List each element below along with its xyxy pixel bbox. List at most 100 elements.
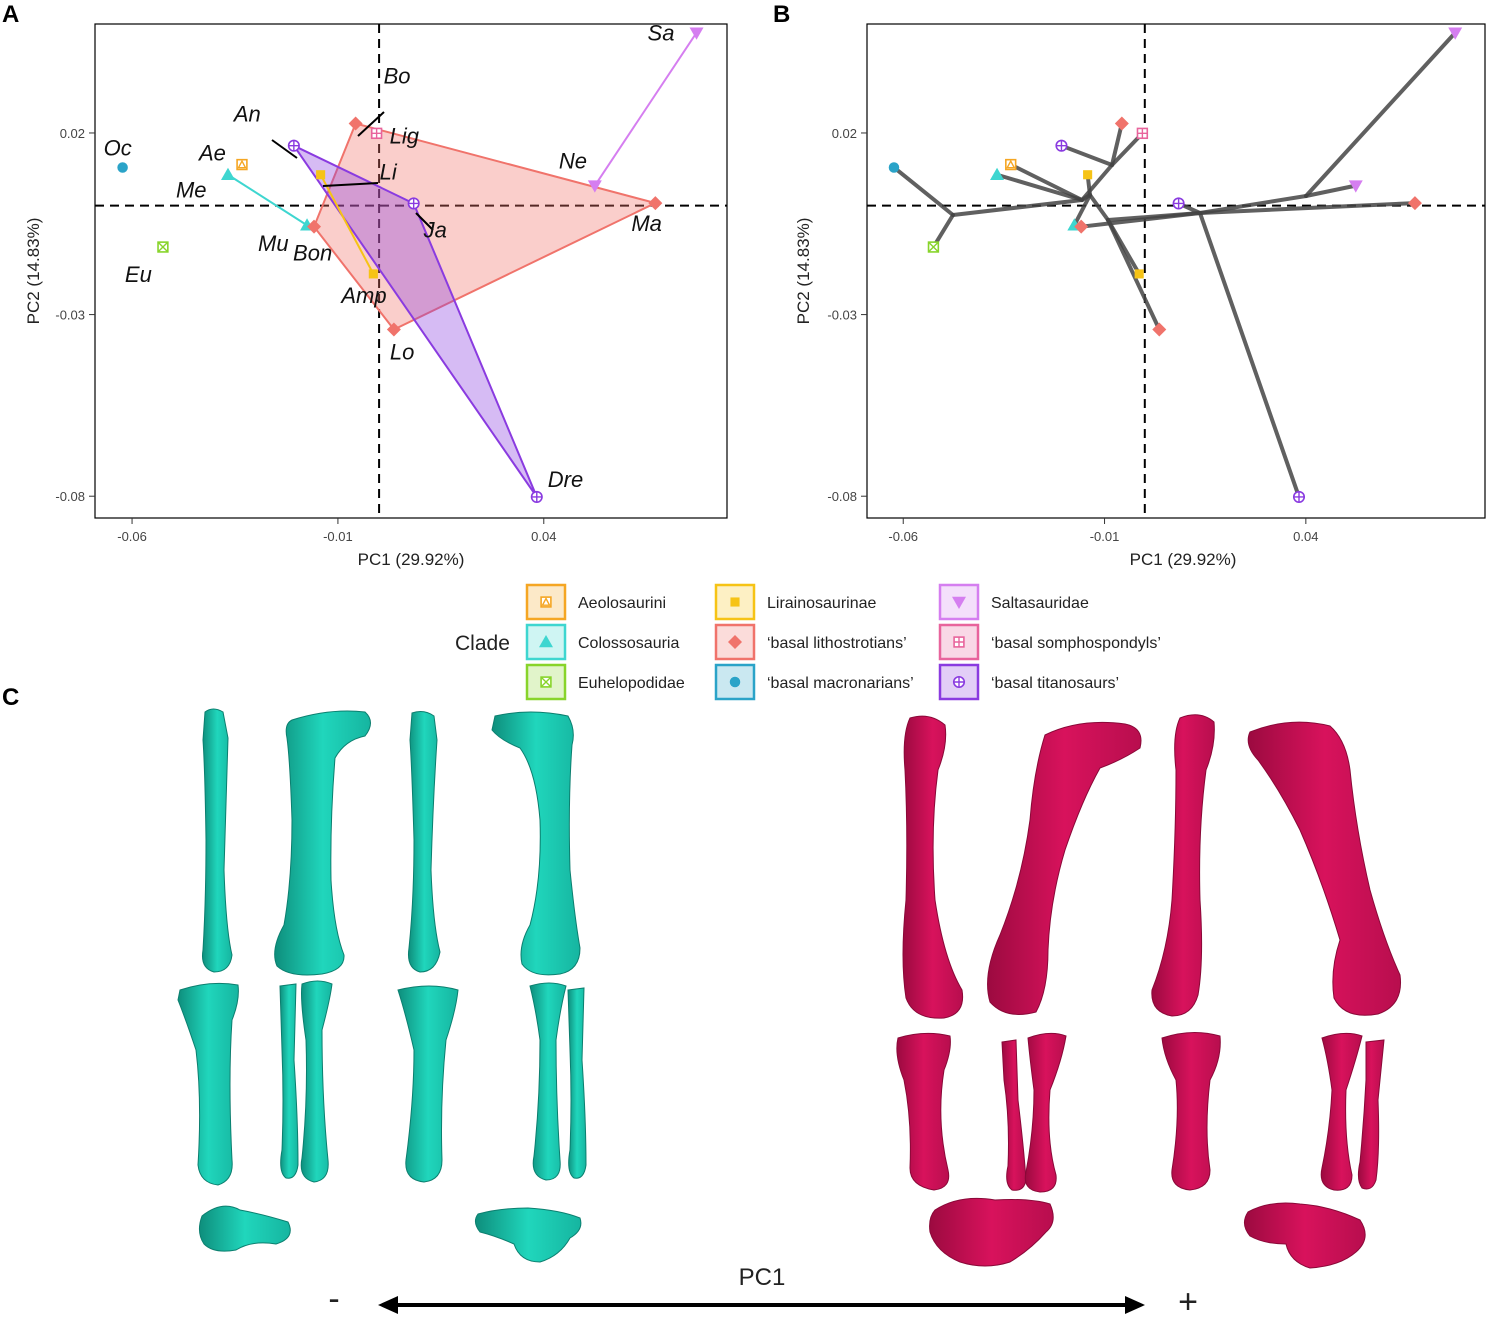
plot-frame [866,23,1486,519]
point-an [287,139,300,152]
point-basal-macronarians [888,162,900,173]
marker-plus [288,140,300,151]
y-tick-label: -0.08 [55,489,85,504]
x-tick-label: -0.01 [1090,529,1120,544]
radius-red-1 [896,1032,951,1191]
legend-label: ‘basal macronarians’ [767,675,914,692]
legend-key-box [525,583,567,621]
carpals-red-2 [1244,1202,1366,1269]
carpals-teal-1 [198,1205,291,1252]
marker-plus [1137,128,1148,139]
tree-branch [1088,193,1110,222]
point-label-me: Me [176,178,207,203]
panel-c-letter: C [2,684,19,711]
tree-branch [951,198,1084,217]
phylogenetic-tree-branches [891,30,1458,499]
arrow-head-right [1125,1296,1145,1314]
legend-key-marker [539,635,553,648]
pc1-axis-arrow: PC1 - + [328,1264,1198,1317]
point-lig [370,127,383,140]
marker-triangle-down [587,180,602,193]
humerus-teal-2 [274,710,371,976]
marker-diamond [386,322,401,337]
x-axis-title: PC1 (29.92%) [358,550,465,569]
x-tick-label: 0.04 [1293,529,1318,544]
marker-cross [157,241,169,253]
tree-branch [1198,194,1308,215]
x-tick-label: -0.06 [117,529,147,544]
point-dre [530,490,543,503]
point-eu [157,241,169,253]
tree-branch [1072,193,1092,228]
marker-triangle-down [952,596,966,609]
tree-branch [1304,183,1358,198]
connector-li-amp [319,174,375,275]
humerus-red-2 [987,721,1142,1015]
legend-title: Clade [455,632,510,655]
axis-ticks: -0.06 -0.01 0.04 0.02 -0.03 -0.08 [55,126,556,544]
point-ae [236,158,248,171]
humerus-teal-1 [202,708,233,973]
y-tick-label: -0.03 [827,308,857,323]
leader-an [271,139,298,159]
legend-label: Lirainosaurinae [767,595,877,612]
point-label-ja: Ja [423,217,447,242]
legend-label: Aeolosaurini [578,595,666,612]
tree-branch [1079,211,1202,229]
connector-ne-sa [594,32,698,187]
humerus-teal-4 [491,711,581,976]
carpals-red-1 [929,1197,1054,1267]
marker-diamond [1074,219,1089,234]
marker-plus [371,128,382,139]
point-label-an: An [232,102,261,127]
point-label-ae: Ae [197,141,226,166]
point-saltasauridae [1448,27,1463,40]
point-labels: Oc Eu Ae Me An Mu Bon Bo Lig Li Amp Lo Ja Dre Ne Ma Sa [104,21,675,492]
tree-branch [1304,30,1458,198]
point-label-mu: Mu [258,231,289,256]
point-lo [386,322,401,337]
point-ja [407,197,420,210]
legend-item-basal-lithostrotians: ‘basal lithostrotians’ [714,623,907,661]
legend-label: Saltasauridae [991,595,1089,612]
y-axis-title: PC2 (14.83%) [24,218,43,325]
radius-red-2 [1161,1032,1221,1191]
legend-item-basal-macronarians: ‘basal macronarians’ [714,663,914,701]
marker-diamond [728,635,742,649]
ulna-red-2 [1024,1032,1067,1193]
leader-ja [415,212,434,231]
legend-key-marker [953,636,965,648]
pca-scatter-panel-a: -0.06 -0.01 0.04 0.02 -0.03 -0.08 Oc Eu Ae Me An M… [24,21,728,569]
ulna-teal-3 [529,982,567,1181]
point-oc [117,162,128,173]
marker-diamond [648,196,663,211]
tree-branch [1110,121,1124,167]
point-label-bo: Bo [384,64,411,89]
carpals-teal-2 [474,1207,582,1263]
legend-label: ‘basal lithostrotians’ [767,635,907,652]
arrow-head-left [378,1296,398,1314]
marker-triangle-up [990,167,1005,180]
marker-plus [954,637,964,647]
marker-cross [928,241,939,253]
humerus-red-4 [1247,721,1402,1016]
marker-diamond [307,219,322,234]
humerus-red-1 [902,715,964,1019]
y-axis-title: PC2 (14.83%) [794,218,813,325]
y-tick-label: -0.03 [55,308,85,323]
marker-inner-triangle [237,159,247,169]
legend-item-aeolosaurini: Aeolosaurini [525,583,666,621]
marker-plus [408,198,419,209]
marker-plus [953,676,965,688]
legend-key-marker [729,676,741,688]
marker-inner-triangle [541,596,551,606]
leader-bo [357,111,385,137]
point-saltasauridae [1348,180,1363,193]
plus-sign: + [1178,1283,1198,1317]
data-points [117,27,704,503]
point-ne [587,180,602,193]
legend-key-marker [540,596,552,608]
marker-triangle-down [1348,180,1363,193]
legend-key-marker [952,596,966,609]
legend-item-basal-somphospondyls: ‘basal somphospondyls’ [938,623,1161,661]
